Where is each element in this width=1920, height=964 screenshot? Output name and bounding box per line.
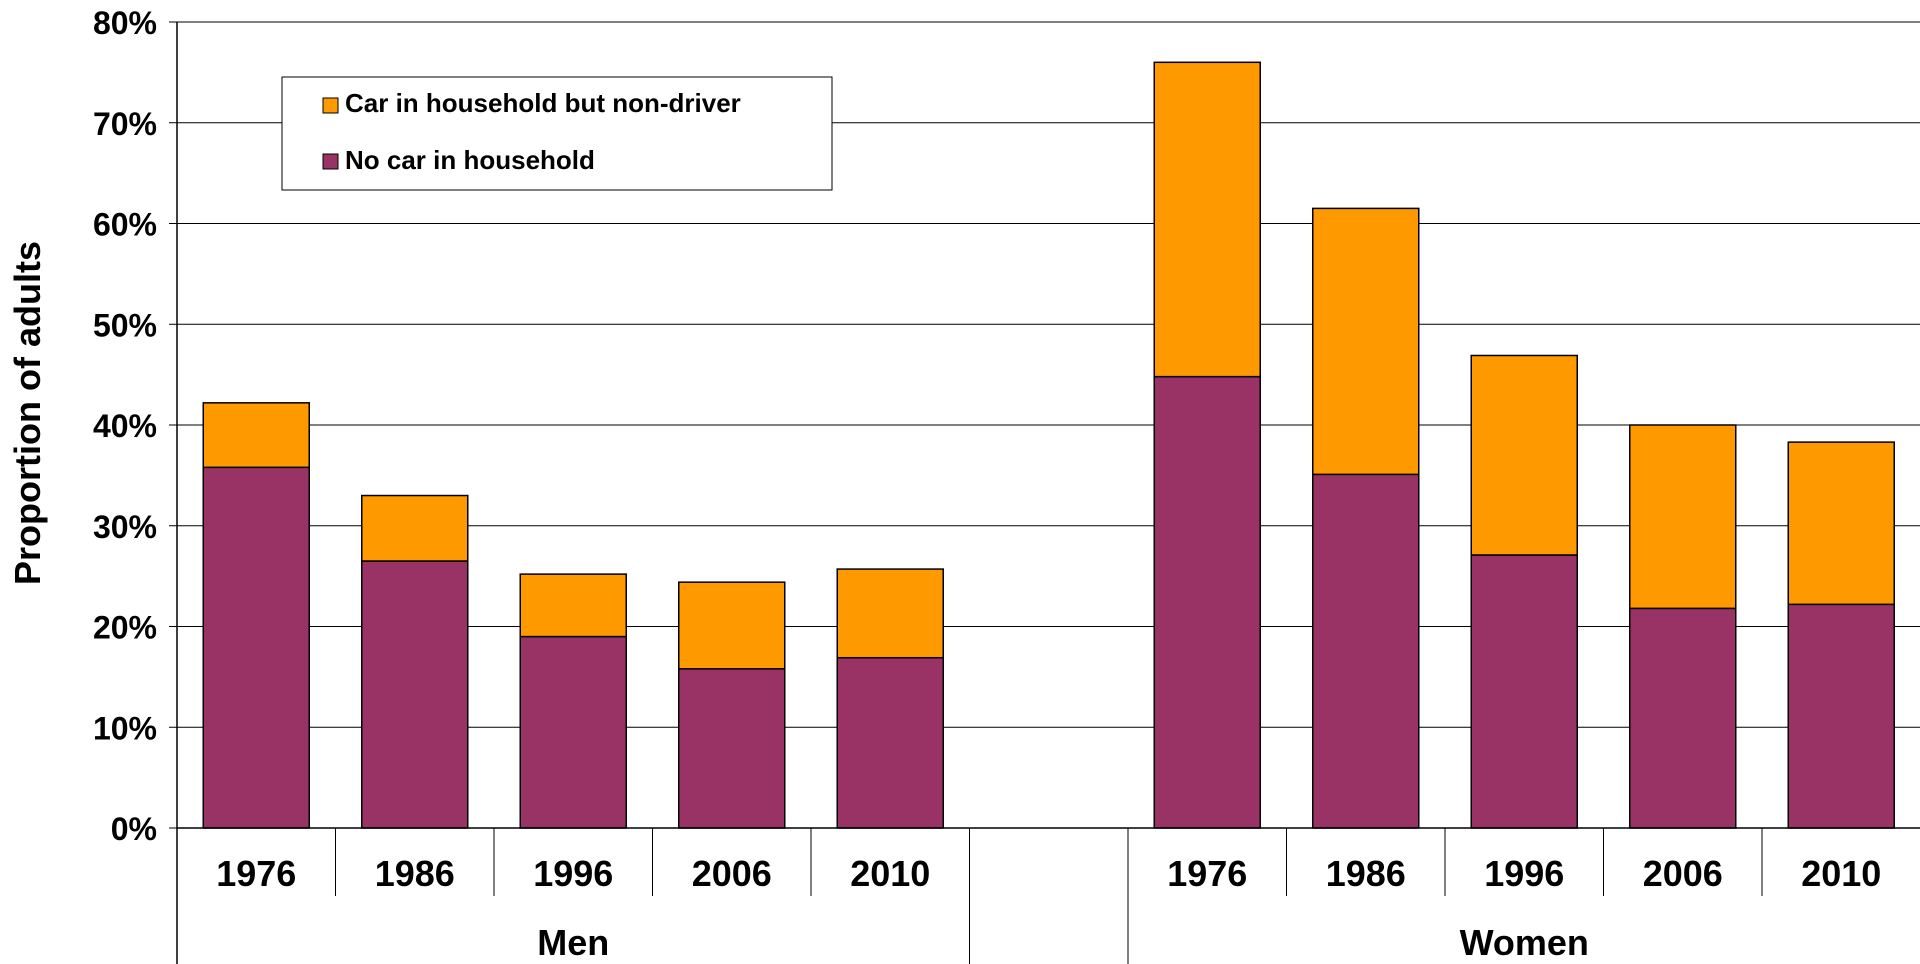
x-tick-label: 2010 xyxy=(1801,853,1881,894)
bar-no-car xyxy=(1153,375,1261,829)
x-tick-labels: 1976 1986 1996 2006 2010 1976 1986 1996 2006 2010… xyxy=(216,853,1881,963)
x-tick-label: 2006 xyxy=(692,853,772,894)
x-tick-label: 1996 xyxy=(1484,853,1564,894)
bar-no-car xyxy=(1787,603,1895,829)
legend-swatch-non-driver xyxy=(322,97,339,114)
y-tick-label: 50% xyxy=(93,307,157,343)
bar-no-car xyxy=(1470,554,1578,829)
bar-no-car xyxy=(1312,473,1420,829)
bar-non-driver xyxy=(202,402,310,469)
bar-non-driver xyxy=(519,573,627,638)
legend-label-no-car: No car in household xyxy=(345,145,595,175)
x-tick-label: 1976 xyxy=(216,853,296,894)
bar-non-driver xyxy=(836,568,944,659)
bar-no-car xyxy=(836,656,944,829)
x-tick-label: 1986 xyxy=(375,853,455,894)
y-tick-label: 30% xyxy=(93,509,157,545)
group-label: Women xyxy=(1460,922,1589,963)
y-tick-label: 20% xyxy=(93,610,157,646)
y-axis-label: Proportion of adults xyxy=(7,241,48,585)
legend: Car in household but non-driver No car i… xyxy=(281,76,833,191)
y-tick-label: 10% xyxy=(93,710,157,746)
bar-no-car xyxy=(678,668,786,829)
bar-non-driver xyxy=(1153,61,1261,378)
bar-no-car xyxy=(361,560,469,829)
axes xyxy=(169,21,1920,964)
y-tick-labels: 0% 10% 20% 30% 40% 50% 60% 70% 80% xyxy=(93,5,157,847)
bar-non-driver xyxy=(678,581,786,670)
y-tick-label: 60% xyxy=(93,207,157,243)
bar-no-car xyxy=(1629,607,1737,829)
y-tick-label: 0% xyxy=(111,811,157,847)
legend-label-non-driver: Car in household but non-driver xyxy=(345,88,741,118)
bar-non-driver xyxy=(1312,207,1420,476)
y-tick-label: 70% xyxy=(93,106,157,142)
bar-non-driver xyxy=(1629,424,1737,610)
y-tick-label: 80% xyxy=(93,5,157,41)
x-tick-label: 2010 xyxy=(850,853,930,894)
x-tick-label: 1986 xyxy=(1326,853,1406,894)
bar-no-car xyxy=(519,635,627,829)
bar-non-driver xyxy=(1470,354,1578,556)
group-label: Men xyxy=(537,922,609,963)
x-tick-label: 1976 xyxy=(1167,853,1247,894)
x-tick-label: 2006 xyxy=(1643,853,1723,894)
bar-non-driver xyxy=(361,494,469,562)
legend-box xyxy=(281,76,833,191)
legend-swatch-no-car xyxy=(322,153,339,170)
bar-non-driver xyxy=(1787,441,1895,606)
bar-no-car xyxy=(202,466,310,829)
x-tick-label: 1996 xyxy=(533,853,613,894)
bars xyxy=(202,61,1895,829)
y-tick-label: 40% xyxy=(93,408,157,444)
